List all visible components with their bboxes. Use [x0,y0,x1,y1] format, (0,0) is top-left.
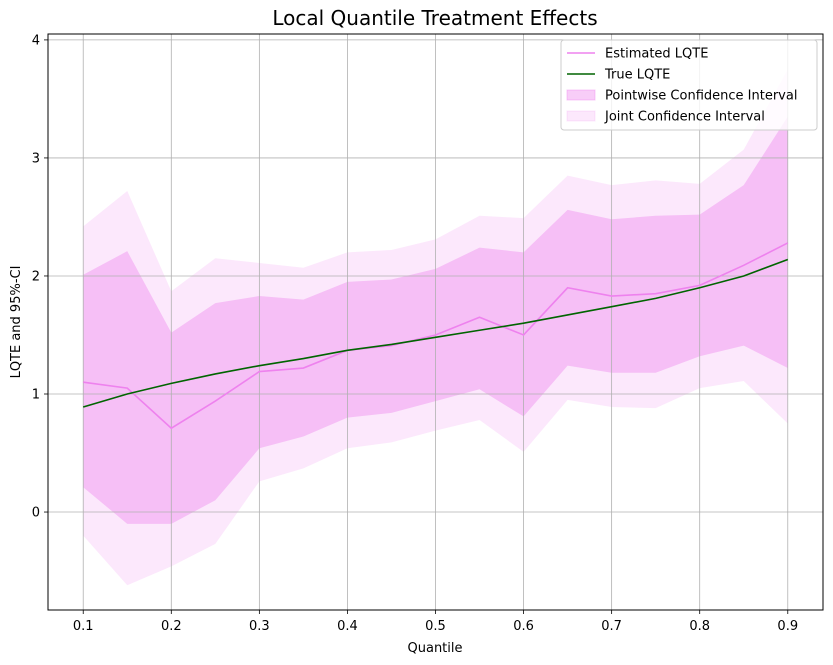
y-tick-label: 0 [32,506,40,521]
x-tick-label: 0.4 [337,619,358,634]
x-tick-label: 0.1 [73,619,94,634]
grid-lines [48,34,823,610]
true-lqte-line [83,258,789,408]
y-tick-label: 3 [32,151,40,166]
x-tick-label: 0.2 [161,619,182,634]
estimated-lqte-line [83,242,789,430]
legend-swatch [566,89,596,101]
legend-label: Joint Confidence Interval [604,110,765,125]
plot-frame [47,33,824,611]
x-tick-label: 0.7 [601,619,622,634]
x-tick-label: 0.5 [425,619,446,634]
legend: Estimated LQTE True LQTE Pointwise Confide… [560,39,818,131]
x-axis-ticks: 0.1 0.2 0.3 0.4 0.5 0.6 0.7 0.8 0.9 [73,610,798,634]
y-tick-label: 1 [32,388,40,403]
legend-label: Pointwise Confidence Interval [605,89,797,104]
x-tick-label: 0.9 [777,619,798,634]
y-tick-label: 4 [32,33,40,48]
y-tick-label: 2 [32,269,40,284]
legend-box [560,39,818,131]
y-axis-label: LQTE and 95%-CI [9,266,24,379]
x-tick-label: 0.8 [689,619,710,634]
series-lines [83,242,789,430]
legend-label: True LQTE [604,68,670,83]
legend-swatch [566,110,596,122]
y-axis-ticks: 0 1 2 3 4 [32,33,48,521]
chart-title: Local Quantile Treatment Effects [272,6,597,30]
legend-label: Estimated LQTE [605,47,708,62]
x-axis-label: Quantile [408,641,463,656]
x-tick-label: 0.6 [513,619,534,634]
x-tick-label: 0.3 [249,619,270,634]
